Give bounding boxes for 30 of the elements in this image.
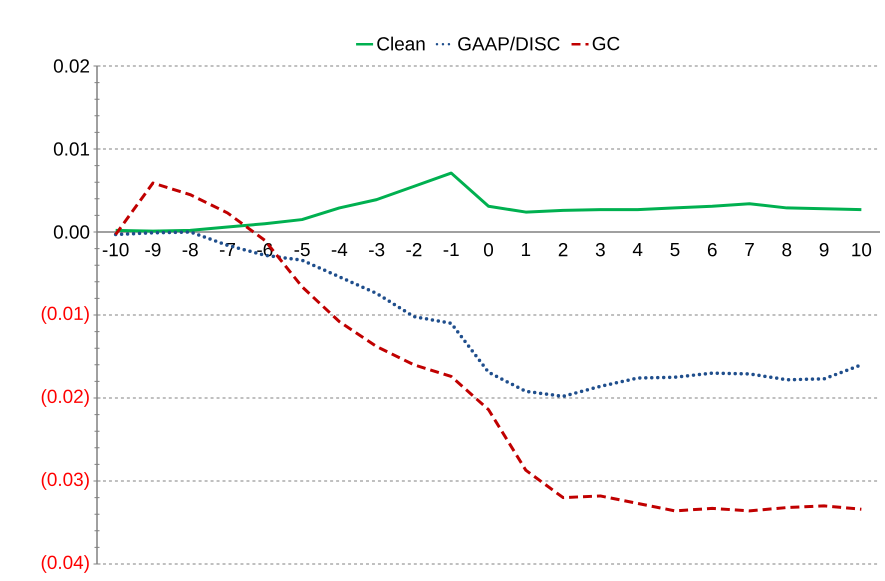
legend-label: Clean: [377, 36, 425, 51]
x-tick-label: 0: [484, 242, 494, 256]
x-tick-label: -10: [102, 242, 129, 256]
x-tick-label: 5: [670, 243, 680, 256]
x-tick-label: 10: [852, 242, 872, 256]
x-tick-label: 1: [522, 243, 530, 256]
x-tick-label: -4: [332, 243, 348, 256]
x-tick-label: -9: [145, 242, 160, 256]
x-tick-label: -1: [444, 243, 459, 256]
y-tick-label: 0.00: [54, 225, 90, 239]
x-tick-label: 2: [558, 242, 568, 256]
y-tick-label: (0.02): [42, 389, 89, 407]
line-series: [114, 172, 863, 233]
x-tick-label: 7: [745, 243, 754, 256]
x-tick-label: -5: [294, 243, 310, 256]
x-tick-label: 6: [708, 242, 717, 256]
x-tick-label: 4: [632, 243, 642, 256]
y-tick-label: (0.03): [42, 472, 89, 490]
legend-label: GC: [592, 36, 620, 50]
x-tick-label: -3: [369, 242, 384, 256]
y-tick-label: 0.02: [54, 59, 90, 73]
x-tick-label: -8: [182, 242, 198, 256]
legend-label: GAAP/DISC: [458, 36, 560, 51]
y-tick-label: 0.01: [54, 142, 90, 156]
x-tick-label: 8: [782, 242, 792, 256]
x-tick-label: 3: [596, 242, 605, 256]
x-tick-label: -2: [406, 242, 422, 256]
x-tick-label: 9: [820, 242, 828, 256]
y-tick-label: (0.04): [42, 555, 89, 573]
y-tick-label: (0.01): [42, 306, 89, 324]
